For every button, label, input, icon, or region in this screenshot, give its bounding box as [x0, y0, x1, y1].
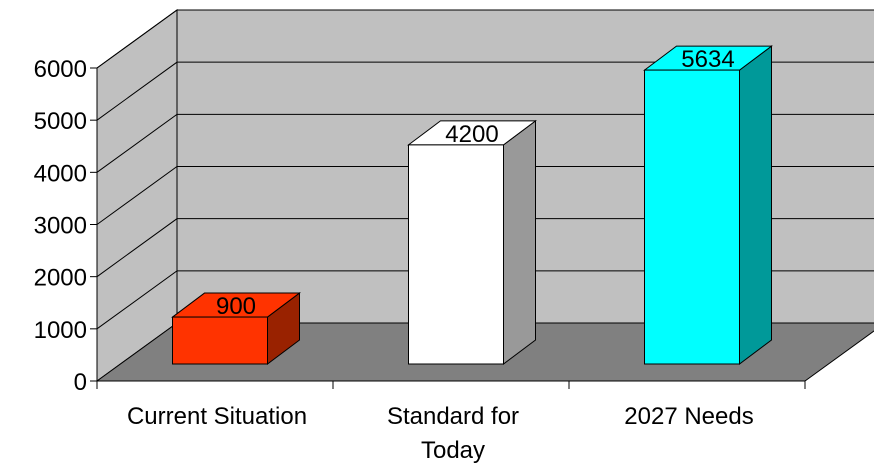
- labels: 900 Current Situation 4200 Standard for Toda…: [127, 46, 754, 464]
- category-label-line: Standard for: [387, 403, 519, 430]
- category-label-line: Today: [421, 437, 485, 464]
- y-tick-label: 1000: [34, 317, 87, 344]
- y-tick-label: 2000: [34, 265, 87, 292]
- data-label: 5634: [681, 46, 734, 73]
- y-tick-label: 6000: [34, 56, 87, 83]
- axes: 0 1000 2000 3000 4000 5000 6000: [34, 56, 806, 396]
- gridline: [96, 9, 874, 69]
- category-label: Current Situation: [127, 403, 307, 430]
- y-tick-label: 3000: [34, 213, 87, 240]
- data-label: 900: [216, 293, 256, 320]
- category-label: 2027 Needs: [624, 403, 753, 430]
- bar-side: [503, 119, 536, 365]
- bar: [408, 144, 504, 365]
- y-tick-label: 4000: [34, 160, 87, 187]
- bar: [172, 316, 268, 365]
- bar: [644, 69, 740, 365]
- bars: [171, 45, 773, 365]
- category-label-line: 2027 Needs: [624, 403, 753, 430]
- category-label-line: Current Situation: [127, 403, 307, 430]
- gridline: [96, 61, 874, 121]
- bar-side: [739, 45, 772, 365]
- category-label: Standard for Today: [387, 403, 519, 464]
- y-tick-label: 5000: [34, 108, 87, 135]
- data-label: 4200: [445, 121, 498, 148]
- y-tick-label: 0: [74, 369, 87, 396]
